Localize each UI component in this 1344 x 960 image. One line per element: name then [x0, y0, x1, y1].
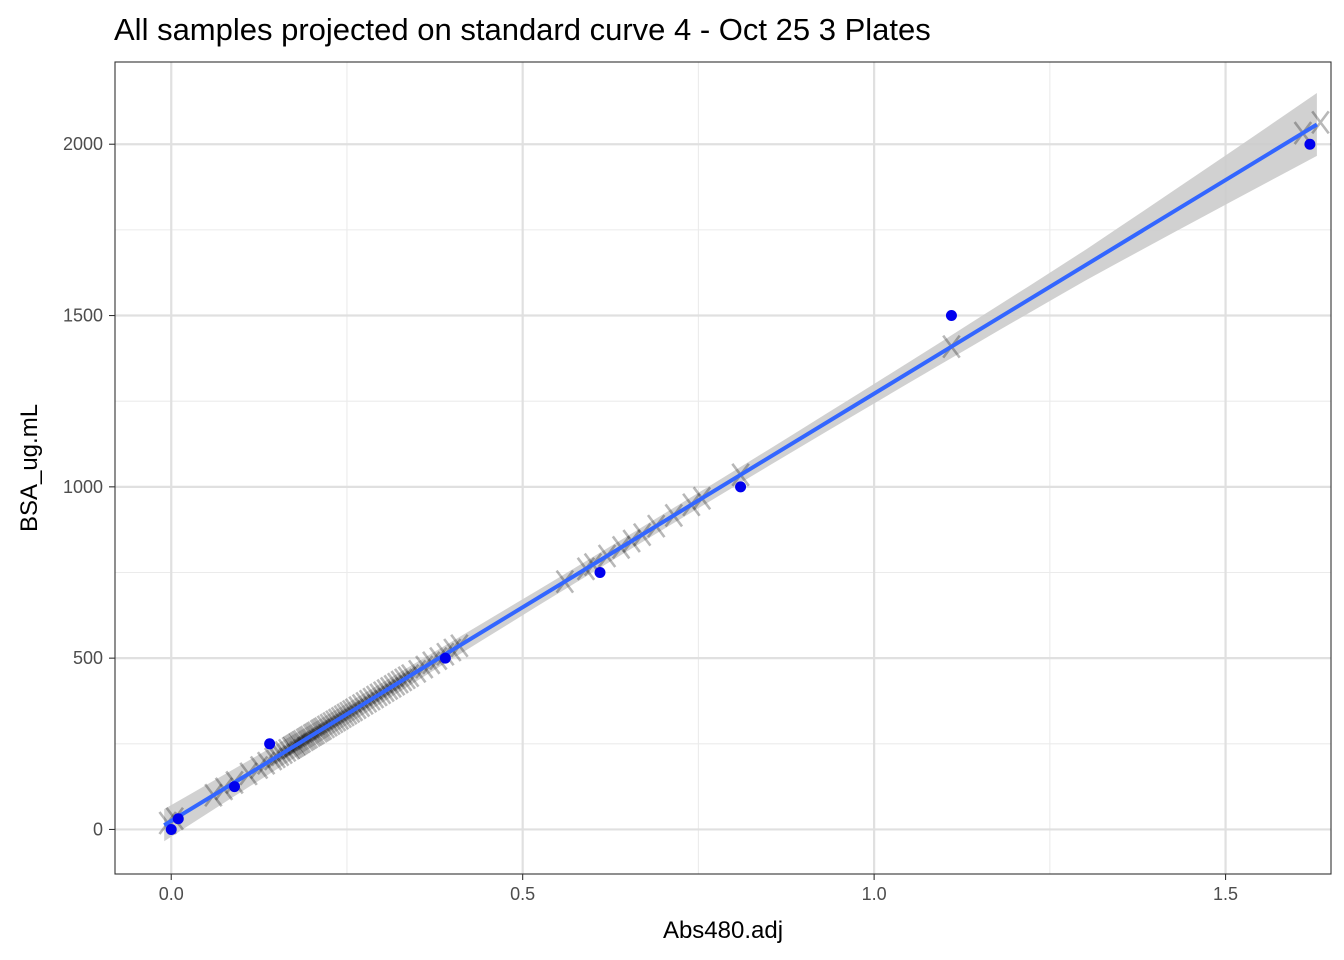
standard-point — [439, 652, 451, 664]
x-tick-label: 0.5 — [510, 884, 535, 904]
y-axis-title: BSA_ug.mL — [16, 404, 43, 532]
y-tick-label: 0 — [93, 819, 103, 839]
standards-series — [165, 138, 1316, 835]
y-tick-label: 2000 — [63, 134, 103, 154]
plot-panel-border — [114, 61, 1332, 875]
standard-point — [1304, 138, 1316, 150]
confidence-band-area — [164, 93, 1317, 842]
y-tick-label: 500 — [73, 648, 103, 668]
standard-point — [594, 566, 606, 578]
x-tick-label: 1.0 — [862, 884, 887, 904]
sample-point — [1311, 110, 1330, 135]
chart-title: All samples projected on standard curve … — [114, 12, 931, 47]
standard-point — [165, 823, 177, 835]
x-axis-title: Abs480.adj — [663, 917, 783, 944]
y-axis: 0 500 1000 1500 2000 — [63, 134, 115, 839]
standard-point — [228, 781, 240, 793]
confidence-band — [164, 93, 1317, 842]
grid-minor — [115, 62, 1331, 874]
fit-line — [163, 122, 1318, 827]
x-tick-label: 1.5 — [1213, 884, 1238, 904]
standard-point — [735, 481, 747, 493]
x-axis: 0.0 0.5 1.0 1.5 — [159, 874, 1238, 904]
standard-point — [172, 813, 184, 825]
y-tick-label: 1000 — [63, 477, 103, 497]
x-tick-label: 0.0 — [159, 884, 184, 904]
y-tick-label: 1500 — [63, 306, 103, 326]
standard-point — [264, 738, 276, 750]
fit-line-layer — [163, 122, 1318, 827]
standard-point — [945, 310, 957, 322]
